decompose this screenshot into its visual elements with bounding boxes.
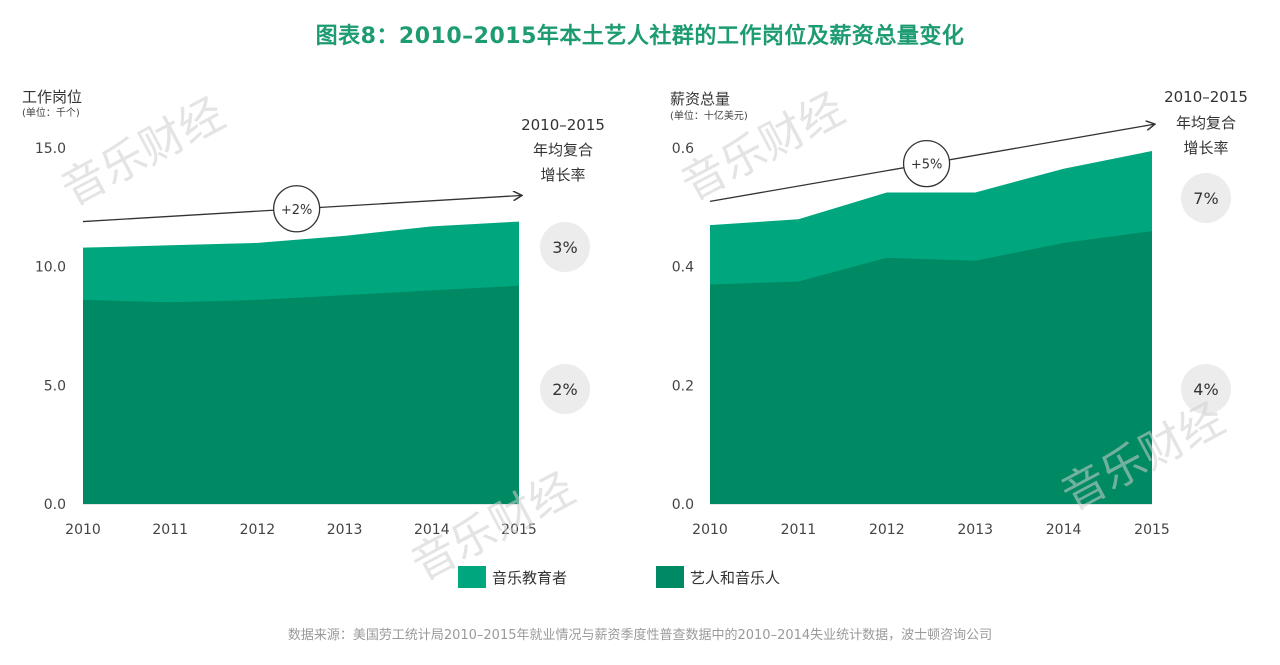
wages-y-tick-label: 0.4 <box>672 260 694 276</box>
wages-x-tick-label: 2011 <box>781 522 817 538</box>
wages-cagr-bubble-artists-musicians <box>1181 364 1231 414</box>
jobs-trend-bubble <box>272 185 321 233</box>
jobs-area-artists-musicians <box>83 285 519 504</box>
jobs-chart: 0.0 5.0 10.0 15.0 2010 2011 2012 2013 2014 2015 工作… <box>22 88 605 538</box>
jobs-cagr-bubble-artists-musicians <box>540 364 590 414</box>
page-title: 图表8：2010–2015年本土艺人社群的工作岗位及薪资总量变化 <box>315 24 965 49</box>
jobs-x-tick-label: 2014 <box>414 522 450 538</box>
watermark-text: 音乐财经 <box>54 88 233 216</box>
jobs-y-tick-label: 5.0 <box>44 378 66 394</box>
wages-y-tick-label: 0.6 <box>672 141 694 157</box>
wages-cagr-value-music-educators: 7% <box>1193 189 1218 208</box>
jobs-cagr-value-music-educators: 3% <box>552 238 577 257</box>
jobs-y-tick-label: 15.0 <box>35 141 66 157</box>
wages-cagr-header-line: 增长率 <box>1183 139 1228 157</box>
wages-x-tick-label: 2015 <box>1134 522 1170 538</box>
wages-chart: 0.0 0.2 0.4 0.6 2010 2011 2012 2013 2014 2015 薪资总量… <box>670 88 1248 538</box>
wages-x-tick-label: 2012 <box>869 522 905 538</box>
jobs-trend-label: +2% <box>281 203 313 218</box>
jobs-y-tick-label: 10.0 <box>35 260 66 276</box>
jobs-x-tick-label: 2011 <box>152 522 188 538</box>
wages-cagr-header-line: 2010–2015 <box>1164 88 1248 106</box>
wages-x-tick-label: 2013 <box>957 522 993 538</box>
jobs-cagr-header-line: 年均复合 <box>533 141 593 159</box>
jobs-cagr-header-line: 增长率 <box>540 166 585 184</box>
legend: 音乐教育者 艺人和音乐人 <box>0 564 1280 590</box>
legend-item-music-educators: 音乐教育者 <box>458 564 567 590</box>
jobs-y-tick-label: 0.0 <box>44 497 66 513</box>
jobs-x-tick-label: 2015 <box>501 522 537 538</box>
wages-area-artists-musicians <box>710 231 1152 505</box>
legend-label-music-educators: 音乐教育者 <box>492 568 568 587</box>
wages-cagr-bubble-music-educators <box>1181 173 1231 223</box>
source-note: 数据来源：美国劳工统计局2010–2015年就业情况与薪资季度性普查数据中的20… <box>287 628 993 643</box>
wages-x-tick-label: 2010 <box>692 522 728 538</box>
jobs-x-tick-label: 2013 <box>327 522 363 538</box>
jobs-cagr-bubble-music-educators <box>540 222 590 272</box>
legend-item-artists-musicians: 艺人和音乐人 <box>656 564 780 590</box>
jobs-cagr-value-artists-musicians: 2% <box>552 380 577 399</box>
wages-cagr-header-line: 年均复合 <box>1176 114 1236 132</box>
jobs-x-tick-label: 2010 <box>65 522 101 538</box>
jobs-y-axis-unit: (单位：千个) <box>22 106 80 119</box>
legend-swatch-artists-musicians <box>656 566 684 588</box>
wages-x-tick-label: 2014 <box>1046 522 1082 538</box>
wages-trend-label: +5% <box>911 158 943 173</box>
wages-trend-bubble <box>902 139 951 188</box>
wages-y-axis-label: 薪资总量 <box>670 90 730 108</box>
legend-label-artists-musicians: 艺人和音乐人 <box>690 568 781 587</box>
wages-cagr-value-artists-musicians: 4% <box>1193 380 1218 399</box>
wages-y-axis-unit: (单位：十亿美元) <box>670 109 748 122</box>
legend-swatch-music-educators <box>458 566 486 588</box>
jobs-y-axis-label: 工作岗位 <box>22 88 82 106</box>
jobs-cagr-header-line: 2010–2015 <box>521 116 605 134</box>
wages-y-tick-label: 0.0 <box>672 497 694 513</box>
jobs-x-tick-label: 2012 <box>240 522 276 538</box>
wages-y-tick-label: 0.2 <box>672 378 694 394</box>
